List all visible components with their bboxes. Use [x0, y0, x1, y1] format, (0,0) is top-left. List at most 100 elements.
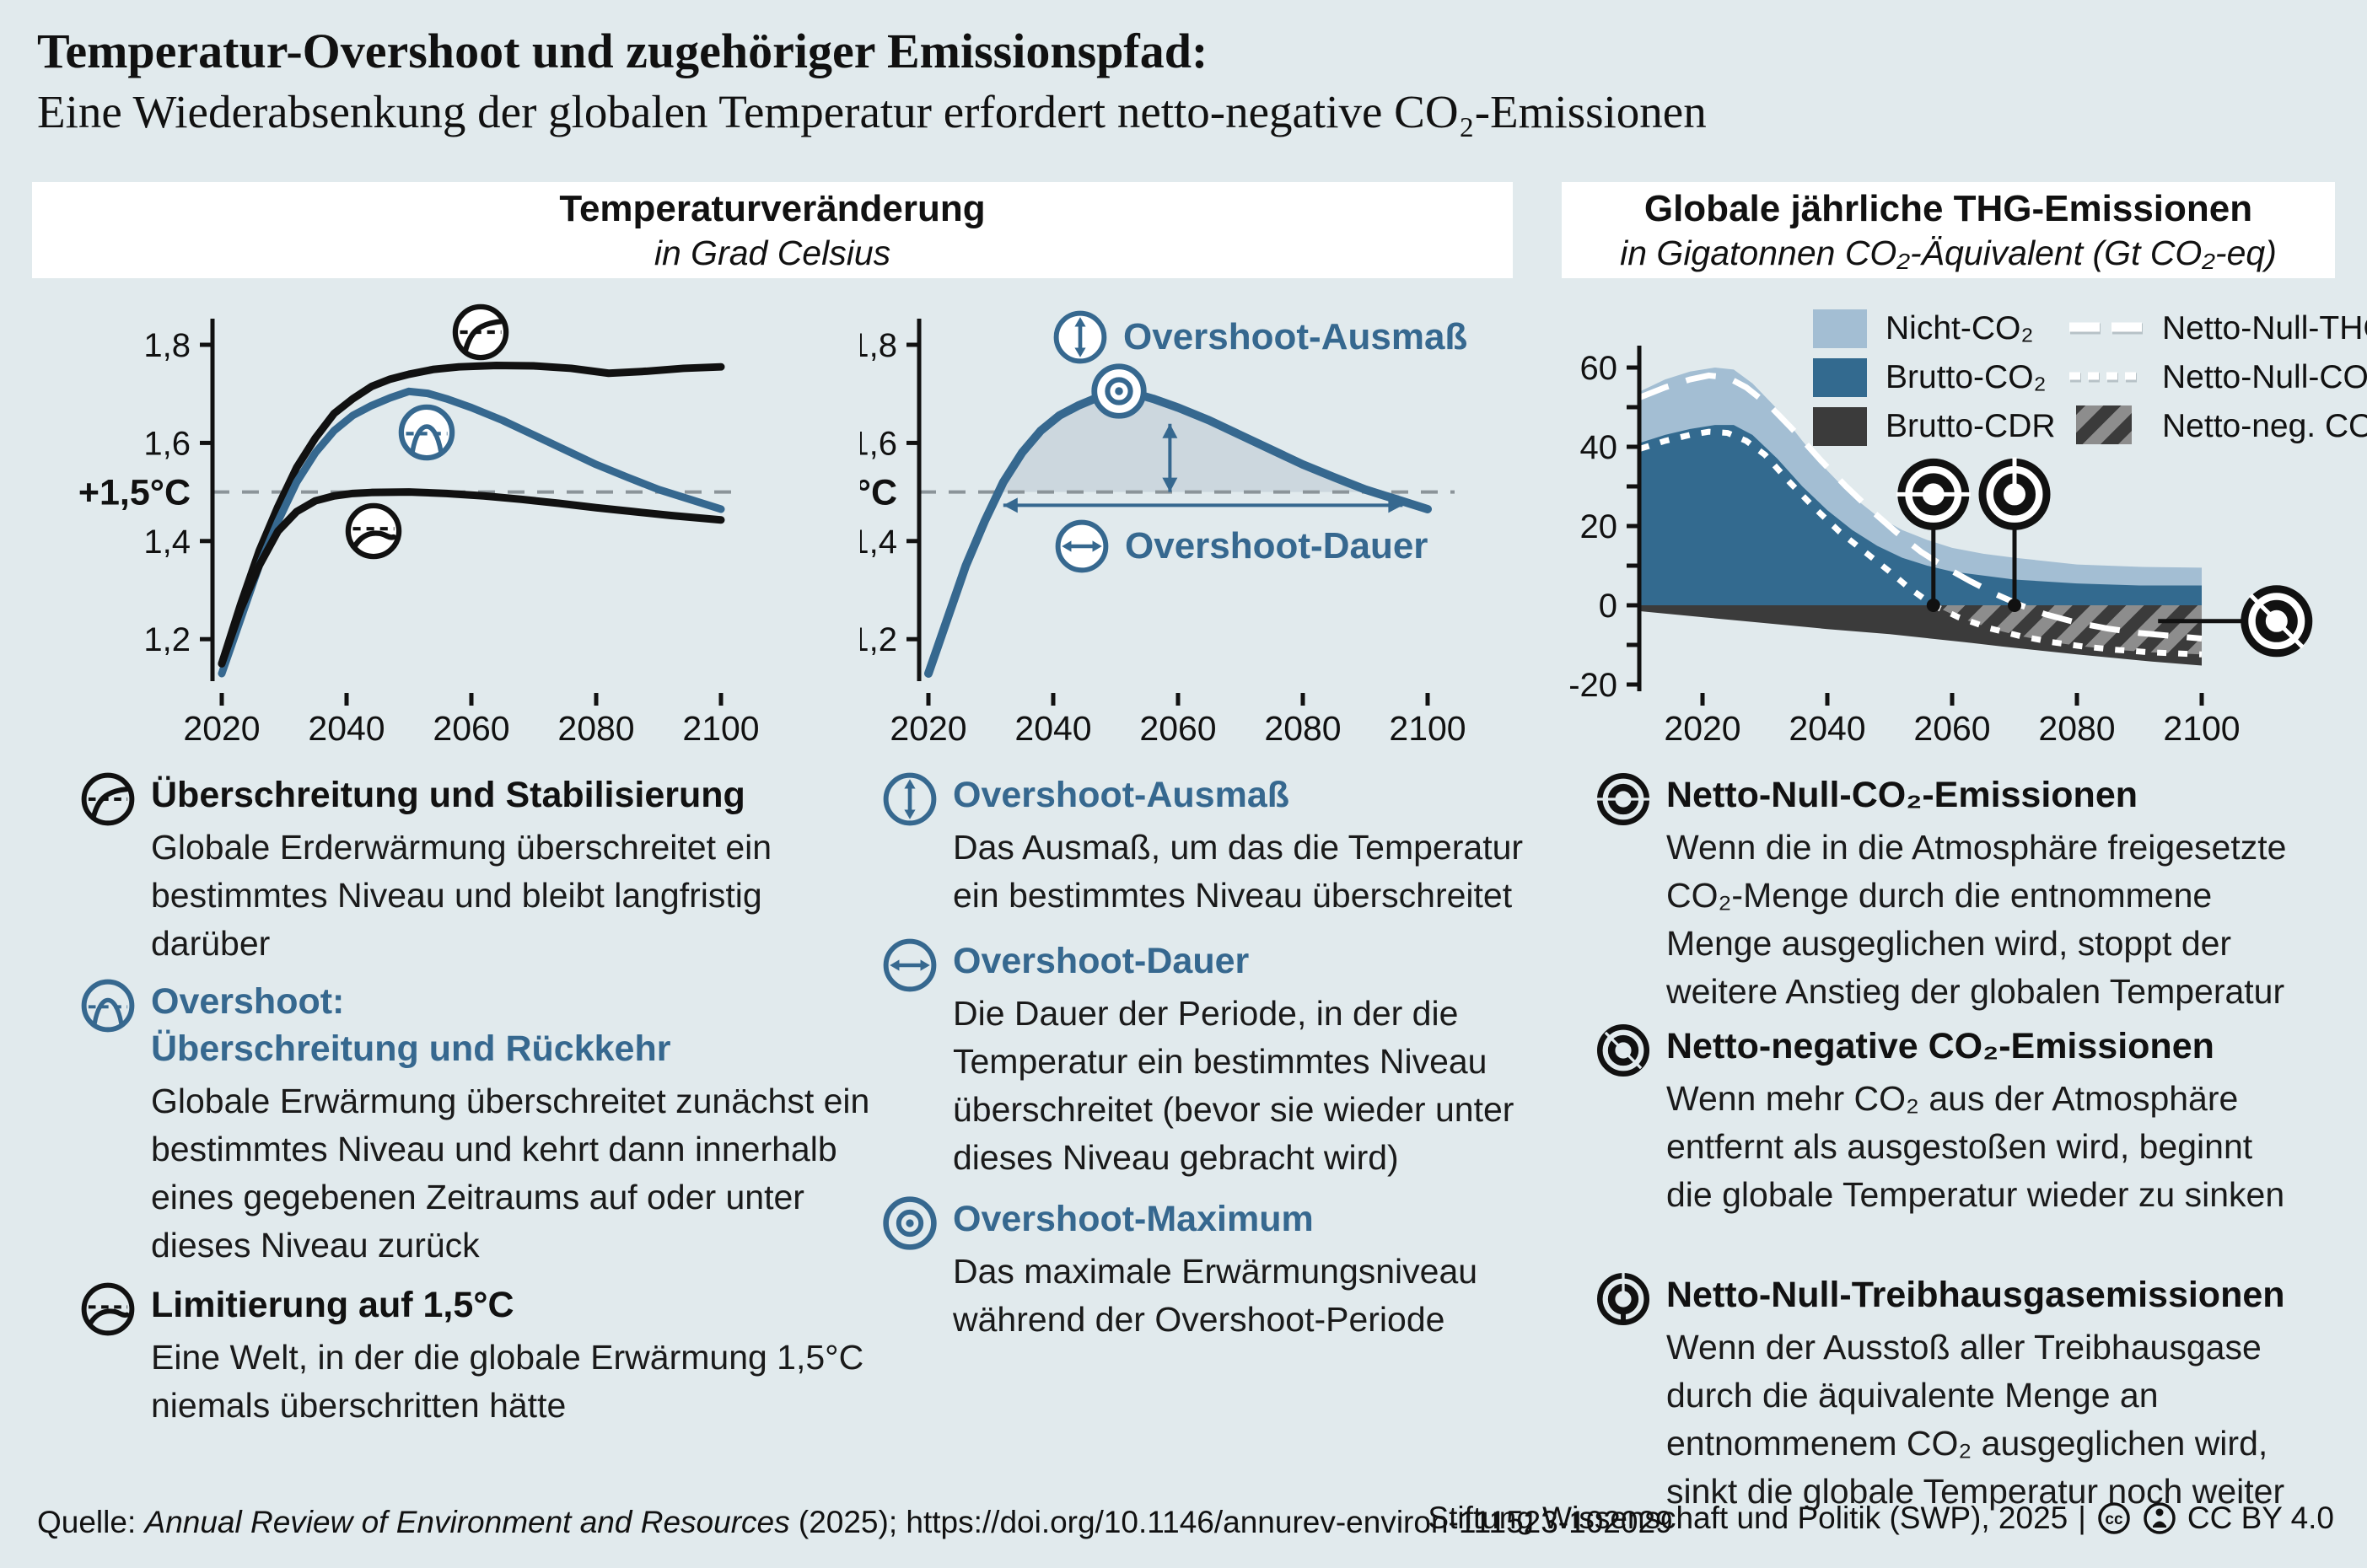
dash-long-swatch — [2068, 308, 2145, 351]
definition-body: Eine Welt, in der die globale Erwärmung … — [151, 1338, 864, 1425]
definition-body: Das maximale Erwärmungsniveau während de… — [953, 1252, 1478, 1339]
limit-icon — [344, 502, 403, 561]
svg-text:2080: 2080 — [1264, 709, 1341, 748]
legend-item-brutto-cdr: Brutto-CDR — [1813, 406, 2056, 447]
svg-text:2040: 2040 — [308, 709, 385, 748]
duration-icon — [882, 937, 938, 993]
temperature-panel-subtitle: in Grad Celsius — [654, 234, 891, 272]
svg-text:2080: 2080 — [557, 709, 634, 748]
svg-text:0: 0 — [1599, 588, 1617, 625]
definition-limit: Limitierung auf 1,5°C Eine Welt, in der … — [80, 1281, 873, 1430]
by-icon — [2142, 1501, 2177, 1536]
emissions-panel-title: Globale jährliche THG-Emissionen — [1643, 188, 2253, 229]
svg-text:2040: 2040 — [1014, 709, 1091, 748]
definition-heading: Netto-negative CO₂-Emissionen — [1666, 1026, 2214, 1066]
page-subtitle: Eine Wiederabsenkung der globalen Temper… — [37, 86, 1707, 137]
page-title: Temperatur-Overshoot und zugehöriger Emi… — [37, 24, 1208, 78]
overshoot-amount-label: Overshoot-Ausmaß — [1123, 316, 1468, 357]
definition-body: Wenn die in die Atmosphäre freigesetzte … — [1666, 828, 2287, 1011]
source-doi: (2025); https://doi.org/10.1146/annurev-… — [789, 1505, 1673, 1539]
definition-dauer: Overshoot-Dauer Die Dauer der Periode, i… — [882, 937, 1557, 1182]
emissions-legend: Nicht-CO₂ Brutto-CO₂ Brutto-CDR Netto-Nu… — [1813, 305, 2367, 474]
amount-icon — [882, 771, 938, 827]
temperature-panel-header: Temperaturveränderung in Grad Celsius — [32, 182, 1513, 278]
svg-text:2060: 2060 — [1139, 709, 1216, 748]
stabilization-icon — [451, 303, 510, 362]
source-line: Quelle: Annual Review of Environment and… — [37, 1505, 1673, 1540]
brutto-cdr-swatch — [1813, 407, 1867, 446]
definition-body: Die Dauer der Periode, in der die Temper… — [953, 994, 1514, 1177]
legend-item-netto-neg-co2: Netto-neg. CO₂ — [2068, 405, 2367, 447]
svg-text:40: 40 — [1580, 429, 1618, 466]
definition-body: Wenn der Ausstoß aller Treibhausgase dur… — [1666, 1328, 2285, 1511]
overshoot-duration-label-row: Overshoot-Dauer — [1054, 518, 1428, 574]
cc-icon: cc — [2096, 1501, 2132, 1536]
emissions-panel-header: Globale jährliche THG-Emissionen in Giga… — [1562, 182, 2335, 278]
overshoot-icon — [80, 978, 136, 1034]
svg-text:+1,5°C: +1,5°C — [78, 473, 191, 513]
legend-label: Brutto-CO₂ — [1886, 359, 2047, 395]
emissions-panel-subtitle: in Gigatonnen CO₂-Äquivalent (Gt CO₂-eq) — [1620, 234, 2277, 272]
overshoot-anatomy-chart: 1,8 1,6 1,4 1,2 +1,5°C 2020 2040 2060 2080 2100 — [860, 319, 1466, 748]
temperature-paths-chart: 1,8 1,6 1,4 1,2 +1,5°C 2020 2040 2060 2080 2100 — [78, 319, 760, 748]
source-prefix: Quelle: — [37, 1505, 145, 1539]
stabilization-icon — [80, 771, 136, 827]
legend-label: Brutto-CDR — [1886, 408, 2056, 444]
license-text: CC BY 4.0 — [2187, 1501, 2334, 1535]
definition-body: Globale Erderwärmung überschreitet ein b… — [151, 828, 772, 963]
svg-text:1,4: 1,4 — [143, 524, 191, 561]
definition-stabilization: Überschreitung und Stabilisierung Global… — [80, 771, 873, 968]
definition-overshoot: Overshoot: Überschreitung und Rückkehr G… — [80, 978, 873, 1270]
legend-label: Netto-Null-THG — [2162, 310, 2367, 346]
svg-text:2040: 2040 — [1789, 709, 1865, 748]
limit-icon — [80, 1281, 136, 1337]
definition-netto-null-thg: Netto-Null-Treibhausgasemissionen Wenn d… — [1595, 1271, 2295, 1516]
definition-heading: Netto-Null-CO₂-Emissionen — [1666, 775, 2138, 815]
source-title: Annual Review of Environment and Resourc… — [144, 1505, 790, 1539]
svg-text:1,2: 1,2 — [143, 621, 191, 658]
svg-text:2060: 2060 — [1913, 709, 1990, 748]
duration-icon — [1054, 518, 1110, 574]
svg-text:1,4: 1,4 — [860, 524, 897, 561]
legend-item-nicht-co2: Nicht-CO₂ — [1813, 309, 2033, 349]
svg-text:cc: cc — [2105, 1511, 2123, 1528]
definition-heading: Limitierung auf 1,5°C — [151, 1285, 514, 1325]
legend-item-netto-null-co2: Netto-Null-CO₂ — [2068, 357, 2367, 398]
svg-text:2020: 2020 — [183, 709, 260, 748]
amount-icon — [1052, 309, 1108, 365]
definition-body: Globale Erwärmung überschreitet zunächst… — [151, 1082, 870, 1265]
netzero-co2-icon — [1595, 771, 1651, 827]
temperature-panel-title: Temperaturveränderung — [559, 188, 986, 229]
svg-text:20: 20 — [1580, 508, 1618, 545]
svg-text:1,2: 1,2 — [860, 621, 897, 658]
definition-maximum: Overshoot-Maximum Das maximale Erwärmung… — [882, 1195, 1557, 1344]
credit-text: Stiftung Wissenschaft und Politik (SWP),… — [1428, 1501, 2068, 1535]
credit-separator: | — [2078, 1501, 2086, 1535]
definition-body: Das Ausmaß, um das die Temperatur ein be… — [953, 828, 1524, 915]
overshoot-amount-label-row: Overshoot-Ausmaß — [1052, 309, 1467, 365]
maximum-icon — [882, 1195, 938, 1251]
definition-heading: Netto-Null-Treibhausgasemissionen — [1666, 1275, 2285, 1315]
svg-text:-20: -20 — [1568, 667, 1617, 704]
svg-text:2060: 2060 — [433, 709, 509, 748]
overshoot-duration-label: Overshoot-Dauer — [1125, 525, 1428, 567]
definition-ausmass: Overshoot-Ausmaß Das Ausmaß, um das die … — [882, 771, 1557, 920]
netzero-thg-icon — [1595, 1271, 1651, 1327]
svg-text:2080: 2080 — [2038, 709, 2115, 748]
svg-text:2100: 2100 — [2163, 709, 2240, 748]
brutto-co2-swatch — [1813, 358, 1867, 397]
svg-text:2020: 2020 — [890, 709, 966, 748]
svg-text:2020: 2020 — [1664, 709, 1740, 748]
dash-short-swatch — [2068, 357, 2145, 400]
legend-label: Nicht-CO₂ — [1886, 310, 2034, 346]
nicht-co2-swatch — [1813, 309, 1867, 348]
definition-heading: Überschreitung und Stabilisierung — [151, 775, 745, 815]
netneg-co2-icon — [1595, 1023, 1651, 1078]
definition-heading: Overshoot-Maximum — [953, 1199, 1314, 1239]
svg-text:1,6: 1,6 — [143, 425, 191, 462]
svg-text:1,6: 1,6 — [860, 425, 897, 462]
definition-netto-null-co2: Netto-Null-CO₂-Emissionen Wenn die in di… — [1595, 771, 2295, 1016]
overshoot-icon — [397, 403, 456, 462]
